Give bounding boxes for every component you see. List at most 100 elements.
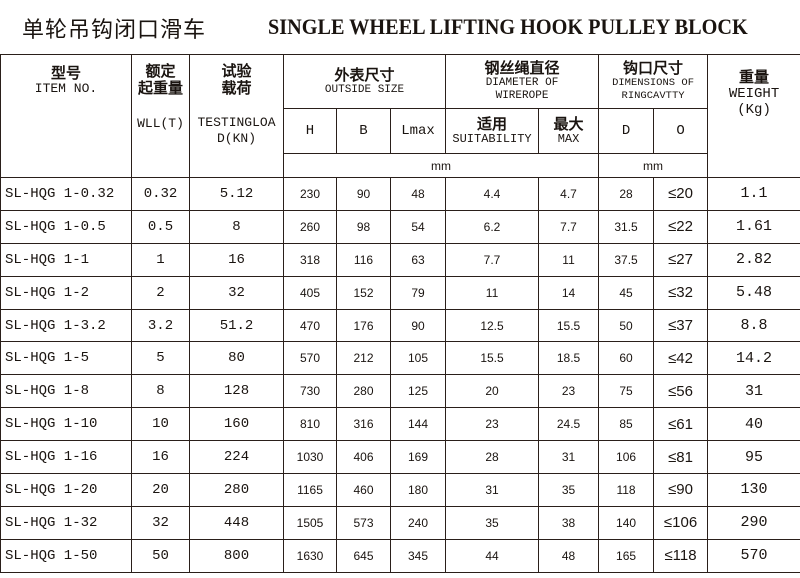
cell-d: 37.5 — [598, 242, 655, 277]
cell-item-no: SL-HQG 1-5 — [0, 341, 132, 376]
cell-testing-load: 5.12 — [189, 177, 284, 211]
cell-o: ≤81 — [653, 440, 709, 475]
cell-d: 75 — [598, 374, 655, 409]
cell-weight: 95 — [707, 440, 800, 475]
cell-h: 230 — [283, 177, 337, 211]
cell-b: 176 — [336, 308, 391, 343]
cell-d: 50 — [598, 308, 655, 343]
cell-lmax: 240 — [389, 505, 447, 540]
cell-suitability: 11 — [445, 275, 540, 310]
cell-testing-load: 800 — [189, 538, 284, 573]
cell-o: ≤118 — [653, 538, 709, 573]
cell-lmax: 90 — [389, 308, 447, 343]
cell-d: 106 — [598, 440, 655, 475]
cell-wll: 3.2 — [131, 308, 190, 343]
cell-h: 810 — [283, 407, 337, 442]
cell-h: 1165 — [283, 473, 337, 507]
cell-max: 23 — [538, 374, 600, 409]
table-row: SL-HQG 1-5 5 80 570 212 105 15.5 18.5 60 ≤42 14.2 — [0, 341, 800, 376]
header-outside-size: 外表尺寸 OUTSIDE SIZE — [282, 54, 447, 109]
cell-item-no: SL-HQG 1-8 — [0, 374, 132, 409]
header-ring-cavity: 钩口尺寸 DIMENSIONS OF RINGCAVTTY — [598, 54, 709, 109]
cell-testing-load: 51.2 — [189, 308, 284, 343]
cell-h: 1030 — [283, 440, 337, 475]
unit-mm: mm — [282, 153, 600, 178]
cell-suitability: 12.5 — [445, 308, 540, 343]
cell-item-no: SL-HQG 1-1 — [0, 242, 132, 277]
cell-h: 1630 — [283, 538, 337, 573]
table-row: SL-HQG 1-0.32 0.32 5.12 230 90 48 4.4 4.7 28 ≤20 1… — [0, 177, 800, 211]
cell-item-no: SL-HQG 1-2 — [0, 275, 132, 310]
cell-suitability: 4.4 — [445, 177, 540, 211]
cell-b: 316 — [336, 407, 391, 442]
cell-b: 280 — [336, 374, 391, 409]
cell-b: 152 — [336, 275, 391, 310]
cell-wll: 32 — [131, 505, 190, 540]
cell-max: 18.5 — [538, 341, 600, 376]
table-row: SL-HQG 1-20 20 280 1165 460 180 31 35 118 ≤90 130 — [0, 473, 800, 507]
cell-d: 85 — [598, 407, 655, 442]
header-h: H — [283, 108, 337, 154]
table-row: SL-HQG 1-32 32 448 1505 573 240 35 38 140 ≤106 290 — [0, 505, 800, 540]
cell-lmax: 345 — [389, 538, 447, 573]
cell-testing-load: 448 — [189, 505, 284, 540]
cell-lmax: 144 — [389, 407, 447, 442]
cell-wll: 20 — [131, 473, 190, 507]
document-title: 单轮吊钩闭口滑车 SINGLE WHEEL LIFTING HOOK PULLE… — [0, 0, 800, 52]
header-weight: 重量 WEIGHT (Kg) — [707, 54, 800, 178]
cell-d: 165 — [598, 538, 655, 573]
cell-max: 15.5 — [538, 308, 600, 343]
cell-weight: 40 — [707, 407, 800, 442]
title-english: SINGLE WHEEL LIFTING HOOK PULLEY BLOCK — [268, 14, 748, 39]
cell-wll: 5 — [131, 341, 190, 376]
cell-testing-load: 280 — [189, 473, 284, 507]
cell-item-no: SL-HQG 1-16 — [0, 440, 132, 475]
header-item-no: 型号 ITEM NO. — [0, 54, 132, 178]
cell-item-no: SL-HQG 1-20 — [0, 473, 132, 507]
cell-h: 405 — [283, 275, 337, 310]
table-row: SL-HQG 1-1 1 16 318 116 63 7.7 11 37.5 ≤27 2.82 — [0, 242, 800, 277]
cell-b: 573 — [336, 505, 391, 540]
cell-max: 14 — [538, 275, 600, 310]
cell-lmax: 180 — [389, 473, 447, 507]
cell-item-no: SL-HQG 1-32 — [0, 505, 132, 540]
cell-suitability: 20 — [445, 374, 540, 409]
cell-max: 7.7 — [538, 209, 600, 244]
cell-testing-load: 80 — [189, 341, 284, 376]
cell-d: 45 — [598, 275, 655, 310]
cell-max: 38 — [538, 505, 600, 540]
cell-b: 645 — [336, 538, 391, 573]
cell-d: 118 — [598, 473, 655, 507]
cell-suitability: 44 — [445, 538, 540, 573]
unit-mm: mm — [598, 153, 709, 178]
cell-weight: 1.61 — [707, 209, 800, 244]
cell-h: 260 — [283, 209, 337, 244]
cell-weight: 14.2 — [707, 341, 800, 376]
cell-wll: 50 — [131, 538, 190, 573]
cell-weight: 1.1 — [707, 177, 800, 211]
header-wll: 额定 起重量 WLL(T) — [131, 54, 190, 178]
table-row: SL-HQG 1-8 8 128 730 280 125 20 23 75 ≤56 31 — [0, 374, 800, 409]
cell-o: ≤32 — [653, 275, 709, 310]
cell-max: 31 — [538, 440, 600, 475]
cell-wll: 0.5 — [131, 209, 190, 244]
cell-b: 212 — [336, 341, 391, 376]
cell-d: 140 — [598, 505, 655, 540]
cell-item-no: SL-HQG 1-50 — [0, 538, 132, 573]
cell-lmax: 79 — [389, 275, 447, 310]
cell-wll: 8 — [131, 374, 190, 409]
cell-wll: 10 — [131, 407, 190, 442]
cell-weight: 130 — [707, 473, 800, 507]
cell-b: 406 — [336, 440, 391, 475]
cell-b: 90 — [336, 177, 391, 211]
cell-lmax: 63 — [389, 242, 447, 277]
cell-o: ≤90 — [653, 473, 709, 507]
cell-suitability: 15.5 — [445, 341, 540, 376]
cell-suitability: 7.7 — [445, 242, 540, 277]
header-suitability: 适用 SUITABILITY — [445, 108, 540, 154]
cell-o: ≤56 — [653, 374, 709, 409]
cell-max: 24.5 — [538, 407, 600, 442]
cell-weight: 570 — [707, 538, 800, 573]
cell-weight: 5.48 — [707, 275, 800, 310]
table-row: SL-HQG 1-0.5 0.5 8 260 98 54 6.2 7.7 31.5 ≤22 1.61 — [0, 209, 800, 244]
